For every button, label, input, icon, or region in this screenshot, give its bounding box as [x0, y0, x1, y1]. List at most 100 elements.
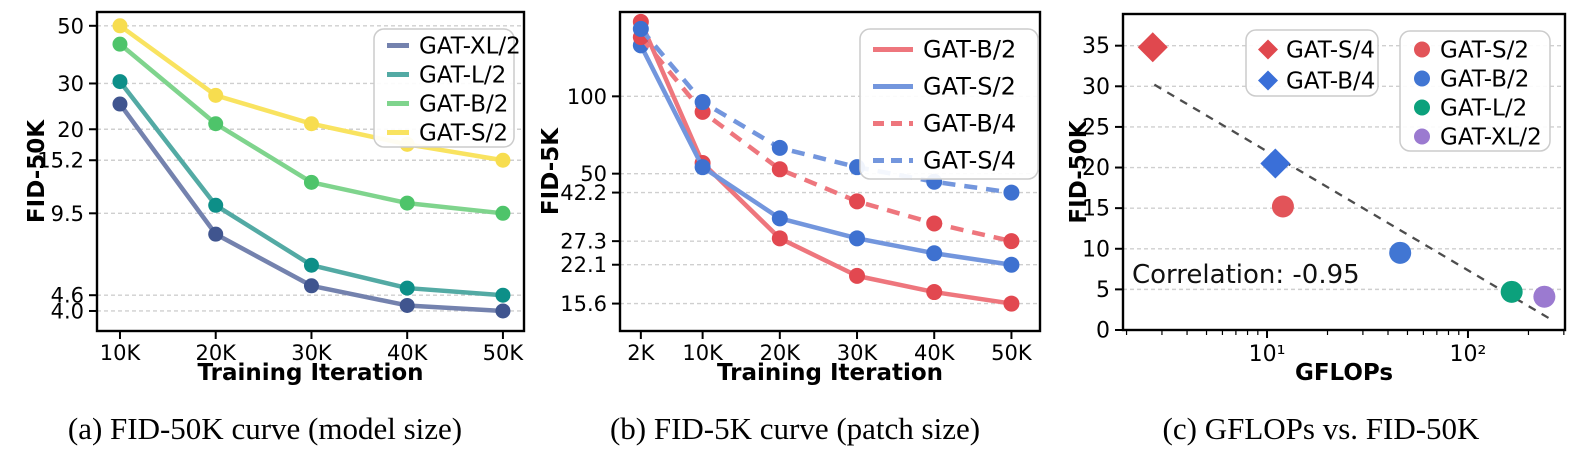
x-tick-label: 50K: [991, 341, 1033, 365]
data-point-GAT-B/2: [849, 267, 866, 284]
data-point-GAT-L/2: [208, 197, 224, 213]
data-point-GAT-B/4: [926, 215, 943, 232]
data-point-GAT-B/2: [1003, 295, 1020, 312]
legend-label-GAT-S/2: GAT-S/2: [1440, 38, 1529, 64]
chart-c-canvas: 0 5 10 15 20 25 30 35 GFLOPs FID-50K 10¹ 10² Correla…: [1066, 12, 1567, 386]
legend-swatch-GAT-S/2: [1414, 41, 1430, 58]
y-tick-label: 42.2: [560, 181, 607, 205]
y-tick-label: 50: [580, 162, 607, 186]
caption-chart-a: (a) FID-50K curve (model size): [67, 411, 463, 446]
data-point-GAT-S/4: [632, 20, 649, 37]
legend-label-GAT-XL/2: GAT-XL/2: [1440, 125, 1542, 151]
x-tick-label: 30K: [837, 341, 879, 365]
legend-label-GAT-S/4: GAT-S/4: [1286, 38, 1375, 64]
data-point-GAT-B/4: [1003, 233, 1020, 250]
data-point-GAT-B/2: [771, 230, 788, 247]
data-point-GAT-S/4: [694, 94, 711, 111]
y-tick-label: 10: [1082, 237, 1110, 262]
legend-label-GAT-B/2: GAT-B/2: [923, 36, 1016, 64]
data-point-GAT-L/2: [1500, 280, 1523, 303]
y-tick-label: 50: [57, 14, 84, 38]
legend-swatch-GAT-L/2: [1414, 99, 1430, 116]
y-axis-label: FID-50K: [1066, 119, 1092, 223]
data-point-GAT-XL/2: [399, 297, 415, 313]
x-tick-label: 10¹: [1249, 342, 1286, 367]
data-point-GAT-S/4: [1003, 184, 1020, 201]
legend-label-GAT-S/2: GAT-S/2: [923, 73, 1016, 101]
legend-label-GAT-B/4: GAT-B/4: [923, 110, 1016, 138]
y-tick-label: 30: [57, 72, 84, 96]
data-point-GAT-S/2: [771, 210, 788, 227]
legend-box-1: [1245, 29, 1379, 97]
legend-label-GAT-S/2: GAT-S/2: [419, 121, 508, 147]
y-tick-label: 4.0: [51, 299, 84, 323]
data-point-GAT-S/2: [495, 152, 511, 168]
y-tick-label: 4.6: [51, 284, 84, 308]
y-tick-label: 15.2: [37, 149, 84, 173]
y-tick-label: 27.3: [560, 230, 607, 254]
data-point-GAT-S/2: [303, 116, 319, 132]
data-point-GAT-S/2: [112, 18, 128, 34]
data-point-GAT-B/4: [771, 161, 788, 178]
data-point-GAT-L/2: [399, 280, 415, 296]
data-point-GAT-B/2: [112, 36, 128, 52]
x-tick-label: 2K: [627, 341, 655, 365]
x-tick-label: 10K: [682, 341, 724, 365]
data-point-GAT-S/2: [1271, 195, 1294, 218]
caption-chart-c: (c) GFLOPs vs. FID-50K: [1162, 411, 1480, 446]
y-tick-label: 22.1: [560, 253, 607, 277]
data-point-GAT-S/4: [771, 139, 788, 156]
data-point-GAT-S/2: [1003, 256, 1020, 273]
x-tick-label: 40K: [914, 341, 956, 365]
data-point-GAT-S/2: [849, 230, 866, 247]
y-tick-label: 35: [1082, 34, 1110, 59]
x-tick-label: 40K: [387, 341, 429, 365]
legend-label-GAT-B/4: GAT-B/4: [1286, 69, 1375, 95]
data-point-GAT-S/2: [694, 159, 711, 176]
legend-label-GAT-B/2: GAT-B/2: [419, 92, 508, 118]
legend-label-GAT-S/4: GAT-S/4: [923, 147, 1016, 175]
x-axis-label: GFLOPs: [1295, 360, 1393, 386]
legend-swatch-GAT-B/2: [1414, 70, 1430, 87]
y-tick-label: 5: [1096, 278, 1110, 303]
legend-label-GAT-XL/2: GAT-XL/2: [419, 34, 521, 60]
data-point-GAT-B/2: [208, 116, 224, 132]
legend-label-GAT-L/2: GAT-L/2: [419, 63, 506, 89]
legend-box-2: [1399, 30, 1551, 152]
data-point-GAT-L/2: [112, 74, 128, 90]
legend-swatch-GAT-S/4: [1258, 39, 1278, 60]
data-point-GAT-B/2: [303, 174, 319, 190]
legend-label-GAT-L/2: GAT-L/2: [1440, 96, 1527, 122]
legend-swatch-GAT-XL/2: [1414, 128, 1430, 145]
data-point-GAT-B/4: [849, 193, 866, 210]
y-tick-label: 15: [1082, 197, 1110, 222]
legend-label-GAT-B/2: GAT-B/2: [1440, 67, 1529, 93]
data-point-GAT-B/2: [926, 284, 943, 301]
series-line-GAT-S/4: [639, 27, 1012, 195]
chart-a-canvas: 50 30 20 15.2 9.5 4.64.0 Training Iteration FID…: [24, 10, 526, 386]
plot-frame: [618, 10, 1042, 333]
data-point-GAT-XL/2: [112, 96, 128, 112]
y-axis-label: FID-50K: [24, 119, 50, 223]
x-tick-label: 20K: [760, 341, 802, 365]
y-tick-label: 25: [1082, 115, 1110, 140]
data-point-GAT-S/2: [208, 87, 224, 103]
data-point-GAT-XL/2: [495, 303, 511, 319]
legend-box: [859, 28, 1039, 180]
data-point-GAT-L/2: [303, 257, 319, 273]
series-line-GAT-S/2: [638, 44, 1012, 267]
data-point-GAT-B/2: [399, 195, 415, 211]
y-tick-label: 100: [567, 85, 607, 109]
trend-line: [1153, 83, 1551, 320]
y-axis-label: FID-5K: [538, 127, 564, 215]
plot-frame: [1121, 12, 1567, 332]
x-tick-label: 10K: [100, 341, 142, 365]
data-point-GAT-S/4: [1137, 32, 1168, 63]
correlation-annotation: Correlation: -0.95: [1132, 260, 1360, 290]
x-tick-label: 30K: [291, 341, 333, 365]
y-tick-label: 15.6: [560, 292, 607, 316]
y-tick-label: 0: [1096, 319, 1110, 344]
y-tick-label: 9.5: [51, 202, 84, 226]
